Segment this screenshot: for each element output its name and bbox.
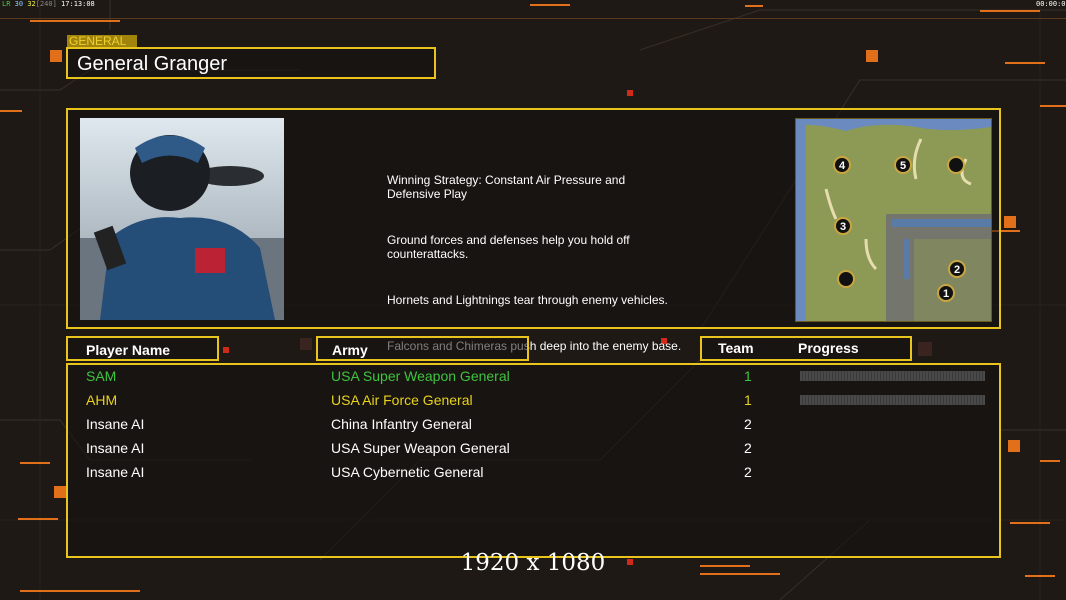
start-position-marker <box>947 156 965 174</box>
player-row[interactable]: Insane AI USA Super Weapon General 2 <box>68 440 998 464</box>
progress-bar <box>800 371 985 381</box>
start-position-marker <box>894 156 912 174</box>
general-title-box: General Granger <box>66 47 436 79</box>
fps-c: [240] <box>35 0 57 8</box>
start-position-label: 5 <box>900 160 906 172</box>
player-name-header: Player Name <box>66 336 219 361</box>
fps-readout: LR 30 32[240] 17:13:08 <box>2 0 95 8</box>
player-name: Insane AI <box>86 464 145 480</box>
start-position-label: 1 <box>943 288 949 300</box>
fps-b: 32 <box>27 0 36 8</box>
army-header: Army <box>316 336 529 361</box>
team-progress-header: Team Progress <box>700 336 912 361</box>
general-name: General Granger <box>77 53 228 75</box>
general-section-label: GENERAL <box>67 35 137 48</box>
clock: 17:13:08 <box>61 0 95 8</box>
army-name[interactable]: USA Super Weapon General <box>331 368 510 384</box>
player-name: Insane AI <box>86 416 145 432</box>
resolution-label: 1920 x 1080 <box>460 550 606 576</box>
start-position-label: 4 <box>839 160 846 172</box>
map-preview: 12 3 4 5 <box>795 118 992 322</box>
player-name: AHM <box>86 392 118 408</box>
strategy-line: Hornets and Lightnings tear through enem… <box>387 293 668 307</box>
player-row[interactable]: AHM USA Air Force General 1 <box>68 392 998 416</box>
start-position-marker <box>833 156 851 174</box>
start-position-marker <box>837 270 855 288</box>
start-position-marker <box>948 260 966 278</box>
progress-header-label: Progress <box>798 340 859 356</box>
player-list: SAM USA Super Weapon General 1 AHM USA Ai… <box>66 363 1001 558</box>
army-name[interactable]: USA Cybernetic General <box>331 464 484 480</box>
army-name[interactable]: USA Air Force General <box>331 392 473 408</box>
general-portrait <box>80 118 284 320</box>
start-position-marker <box>937 284 955 302</box>
army-name[interactable]: China Infantry General <box>331 416 472 432</box>
player-row[interactable]: SAM USA Super Weapon General 1 <box>68 368 998 392</box>
army-header-label: Army <box>332 342 368 358</box>
game-timer: 00:00:00 <box>1036 0 1066 8</box>
player-name: SAM <box>86 368 117 384</box>
start-position-label: 3 <box>840 221 846 233</box>
start-position-marker <box>834 217 852 235</box>
player-name: Insane AI <box>86 440 145 456</box>
fps-a: 30 <box>14 0 24 8</box>
strategy-line: Winning Strategy: Constant Air Pressure … <box>387 173 626 201</box>
team-header-label: Team <box>718 340 754 356</box>
progress-bar <box>800 395 985 405</box>
team-number[interactable]: 1 <box>744 392 752 408</box>
team-number[interactable]: 2 <box>744 416 752 432</box>
player-row[interactable]: Insane AI USA Cybernetic General 2 <box>68 464 998 488</box>
team-number[interactable]: 1 <box>744 368 752 384</box>
player-name-header-label: Player Name <box>86 342 171 358</box>
strategy-line: Ground forces and defenses help you hold… <box>387 233 630 261</box>
start-position-label: 2 <box>954 264 960 276</box>
player-row[interactable]: Insane AI China Infantry General 2 <box>68 416 998 440</box>
team-number[interactable]: 2 <box>744 464 752 480</box>
fps-label: LR <box>2 0 11 8</box>
team-number[interactable]: 2 <box>744 440 752 456</box>
army-name[interactable]: USA Super Weapon General <box>331 440 510 456</box>
